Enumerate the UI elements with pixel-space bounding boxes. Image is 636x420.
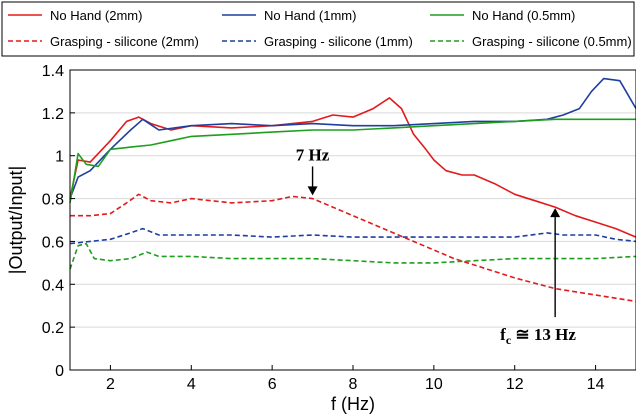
x-tick-label: 8 — [349, 376, 358, 393]
axis-ticks: 0 0.2 0.4 0.6 0.8 1 1.2 1.4 2 4 6 8 10 12 14 — [42, 63, 605, 393]
x-axis-label: f (Hz) — [331, 394, 375, 414]
y-tick-label: 0.2 — [42, 320, 64, 337]
legend-label-1: No Hand (2mm) — [50, 8, 142, 23]
legend-label-4: Grasping - silicone (2mm) — [50, 34, 199, 49]
x-tick-label: 6 — [268, 376, 277, 393]
y-tick-label: 0.4 — [42, 277, 64, 294]
series-line-4 — [70, 193, 636, 303]
y-tick-label: 1 — [55, 149, 64, 166]
x-tick-label: 2 — [106, 376, 115, 393]
x-tick-label: 4 — [187, 376, 196, 393]
legend-label-5: Grasping - silicone (1mm) — [264, 34, 413, 49]
annotations: 7 Hz fc ≅ 13 Hz — [296, 145, 577, 347]
legend-label-6: Grasping - silicone (0.5mm) — [472, 34, 632, 49]
legend-box — [1, 1, 635, 57]
series-lines — [69, 77, 636, 303]
y-tick-label: 0 — [55, 363, 64, 380]
series-line-5 — [69, 227, 636, 245]
x-tick-label: 12 — [506, 376, 524, 393]
x-tick-label: 10 — [425, 376, 443, 393]
legend-label-3: No Hand (0.5mm) — [472, 8, 575, 23]
legend: No Hand (2mm) No Hand (1mm) No Hand (0.5mm… — [8, 8, 632, 49]
series-line-1 — [69, 97, 636, 238]
annotation-7hz: 7 Hz — [296, 145, 330, 164]
annotation-arrowhead — [550, 208, 561, 218]
series-line-3 — [69, 118, 636, 204]
y-tick-label: 1.4 — [42, 63, 64, 80]
annotation-arrowhead — [307, 186, 318, 196]
y-tick-label: 0.6 — [42, 234, 64, 251]
y-tick-label: 0.8 — [42, 192, 64, 209]
annotation-cutoff: fc ≅ 13 Hz — [500, 325, 576, 347]
series-line-6 — [69, 242, 636, 270]
y-tick-label: 1.2 — [42, 106, 64, 123]
series-line-2 — [69, 77, 636, 199]
x-tick-label: 14 — [587, 376, 605, 393]
legend-label-2: No Hand (1mm) — [264, 8, 356, 23]
y-axis-label: |Output/Input| — [6, 166, 26, 274]
